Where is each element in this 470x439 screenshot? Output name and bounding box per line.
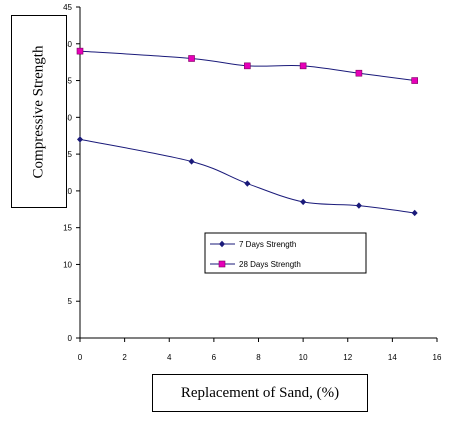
x-axis-label-box: Replacement of Sand, (%) xyxy=(152,374,368,412)
y-tick-label: 40 xyxy=(63,40,72,49)
chart-legend: 7 Days Strength 28 Days Strength xyxy=(204,232,367,274)
data-point-square xyxy=(355,69,363,77)
y-tick-label: 30 xyxy=(63,113,72,122)
data-point-diamond xyxy=(188,158,195,165)
data-point-diamond xyxy=(300,198,307,206)
data-point-square xyxy=(76,47,84,55)
x-tick-label: 2 xyxy=(122,353,127,362)
x-tick-label: 10 xyxy=(299,353,308,362)
x-tick-label: 6 xyxy=(212,353,217,362)
chart-axes: 0 5 10 15 20 25 30 35 40 45 0 2 4 6 8 10 12 14 16 xyxy=(63,3,442,362)
y-tick-label: 45 xyxy=(63,3,72,12)
x-tick-label: 14 xyxy=(388,353,397,362)
series-markers xyxy=(76,47,418,217)
y-tick-label: 15 xyxy=(63,224,72,233)
legend-label: 28 Days Strength xyxy=(239,260,301,269)
data-point-diamond xyxy=(244,180,251,187)
y-tick-label: 25 xyxy=(63,150,72,159)
y-tick-label: 10 xyxy=(63,260,72,269)
data-point-diamond xyxy=(411,209,418,217)
data-point-square xyxy=(244,62,251,70)
data-point-square xyxy=(188,55,195,62)
x-tick-label: 12 xyxy=(343,353,352,362)
data-point-square xyxy=(411,77,418,84)
y-axis-label: Compressive Strength xyxy=(30,45,47,178)
legend-box xyxy=(204,232,367,274)
data-point-diamond xyxy=(77,136,83,143)
y-tick-label: 5 xyxy=(68,297,73,306)
x-tick-label: 16 xyxy=(433,353,442,362)
legend-marker-square xyxy=(218,260,226,268)
series-lines xyxy=(79,50,415,214)
data-point-diamond xyxy=(355,202,362,209)
data-point-square xyxy=(299,62,307,70)
x-tick-label: 4 xyxy=(167,353,172,362)
legend-marker-diamond xyxy=(219,240,225,248)
x-tick-label: 8 xyxy=(256,353,261,362)
y-axis-label-box: Compressive Strength xyxy=(11,15,67,208)
y-tick-label: 0 xyxy=(68,334,73,343)
legend-label: 7 Days Strength xyxy=(239,240,296,249)
x-tick-label: 0 xyxy=(78,353,83,362)
x-axis-label: Replacement of Sand, (%) xyxy=(180,384,340,401)
series-line-0 xyxy=(79,138,415,214)
y-tick-label: 20 xyxy=(63,187,72,196)
y-tick-label: 35 xyxy=(63,77,72,86)
